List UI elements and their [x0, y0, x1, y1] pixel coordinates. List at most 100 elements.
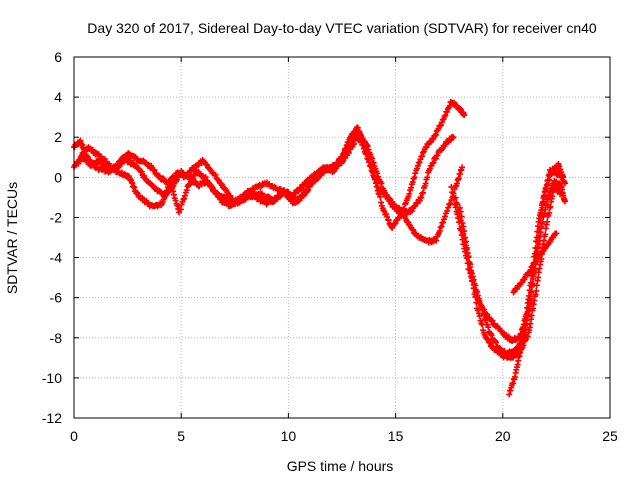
x-tick-label: 5	[177, 428, 185, 444]
data-point	[354, 124, 361, 131]
data-point	[458, 232, 465, 239]
data-point	[406, 190, 413, 197]
data-point	[339, 158, 346, 165]
data-point	[174, 202, 181, 209]
data-point	[448, 183, 455, 190]
y-tick-label: -6	[50, 290, 63, 306]
data-point	[533, 287, 540, 294]
data-point	[440, 219, 447, 226]
data-point	[378, 180, 385, 187]
data-point	[432, 131, 439, 138]
data-point	[416, 159, 423, 166]
data-point	[369, 155, 376, 162]
data-point	[450, 196, 457, 203]
data-point	[408, 184, 415, 191]
data-point	[177, 206, 184, 213]
data-point	[218, 181, 225, 188]
data-point	[441, 213, 448, 220]
data-point	[489, 343, 496, 350]
data-point	[457, 227, 464, 234]
data-point	[469, 278, 476, 285]
data-point	[384, 194, 391, 201]
data-point	[492, 339, 499, 346]
data-point	[525, 304, 532, 311]
data-point	[363, 141, 370, 148]
data-point	[474, 307, 481, 314]
data-point	[468, 269, 475, 276]
y-tick-label: -4	[50, 250, 63, 266]
data-point	[214, 176, 221, 183]
series-track-c	[75, 129, 466, 246]
data-point	[422, 180, 429, 187]
data-point	[535, 274, 542, 281]
data-point	[459, 220, 466, 227]
data-point	[364, 143, 371, 150]
data-point	[383, 210, 390, 217]
data-point	[537, 229, 544, 236]
data-point	[467, 270, 474, 277]
data-point	[516, 353, 523, 360]
data-point	[302, 180, 309, 187]
y-tick-label: -10	[42, 370, 62, 386]
data-point	[527, 266, 534, 273]
y-tick-label: -2	[50, 209, 63, 225]
data-point	[471, 291, 478, 298]
plot-frame	[73, 56, 611, 419]
data-point	[466, 259, 473, 266]
data-point	[472, 294, 479, 301]
data-point	[370, 159, 377, 166]
data-point	[451, 100, 458, 107]
data-point	[92, 161, 99, 168]
data-point	[447, 200, 454, 207]
data-point	[458, 213, 465, 220]
chart-title: Day 320 of 2017, Sidereal Day-to-day VTE…	[87, 20, 597, 36]
data-point	[444, 207, 451, 214]
data-point	[553, 230, 560, 237]
data-point	[561, 198, 568, 205]
data-point	[456, 219, 463, 226]
data-point	[528, 289, 535, 296]
data-point	[446, 102, 453, 109]
y-tick-label: 4	[54, 89, 62, 105]
data-point	[462, 234, 469, 241]
data-point	[419, 153, 426, 160]
data-point	[444, 105, 451, 112]
data-point	[470, 285, 477, 292]
data-point	[434, 152, 441, 159]
data-point	[533, 234, 540, 241]
data-point	[188, 178, 195, 185]
series-track-f	[456, 184, 564, 361]
data-point	[459, 164, 466, 171]
data-point	[450, 134, 457, 141]
data-point	[162, 192, 169, 199]
x-tick-label: 20	[495, 428, 511, 444]
data-point	[190, 172, 197, 179]
data-point	[468, 275, 475, 282]
x-tick-label: 10	[281, 428, 297, 444]
data-point	[412, 170, 419, 177]
data-point	[485, 324, 492, 331]
data-point	[438, 223, 445, 230]
data-point	[202, 174, 209, 181]
y-tick-label: 2	[54, 129, 62, 145]
y-tick-label: -8	[50, 330, 63, 346]
data-point	[461, 112, 468, 119]
data-point	[411, 174, 418, 181]
data-point	[165, 184, 172, 191]
data-points	[71, 98, 568, 398]
data-point	[299, 192, 306, 199]
data-point	[377, 193, 384, 200]
data-point	[402, 199, 409, 206]
data-point	[85, 158, 92, 165]
data-point	[414, 162, 421, 169]
data-point	[479, 321, 486, 328]
data-point	[484, 336, 491, 343]
data-point	[476, 313, 483, 320]
data-point	[455, 215, 462, 222]
data-point	[451, 201, 458, 208]
data-point	[486, 339, 493, 346]
y-tick-label: 6	[54, 49, 62, 65]
data-point	[296, 197, 303, 204]
data-point	[365, 146, 372, 153]
data-point	[106, 160, 113, 167]
